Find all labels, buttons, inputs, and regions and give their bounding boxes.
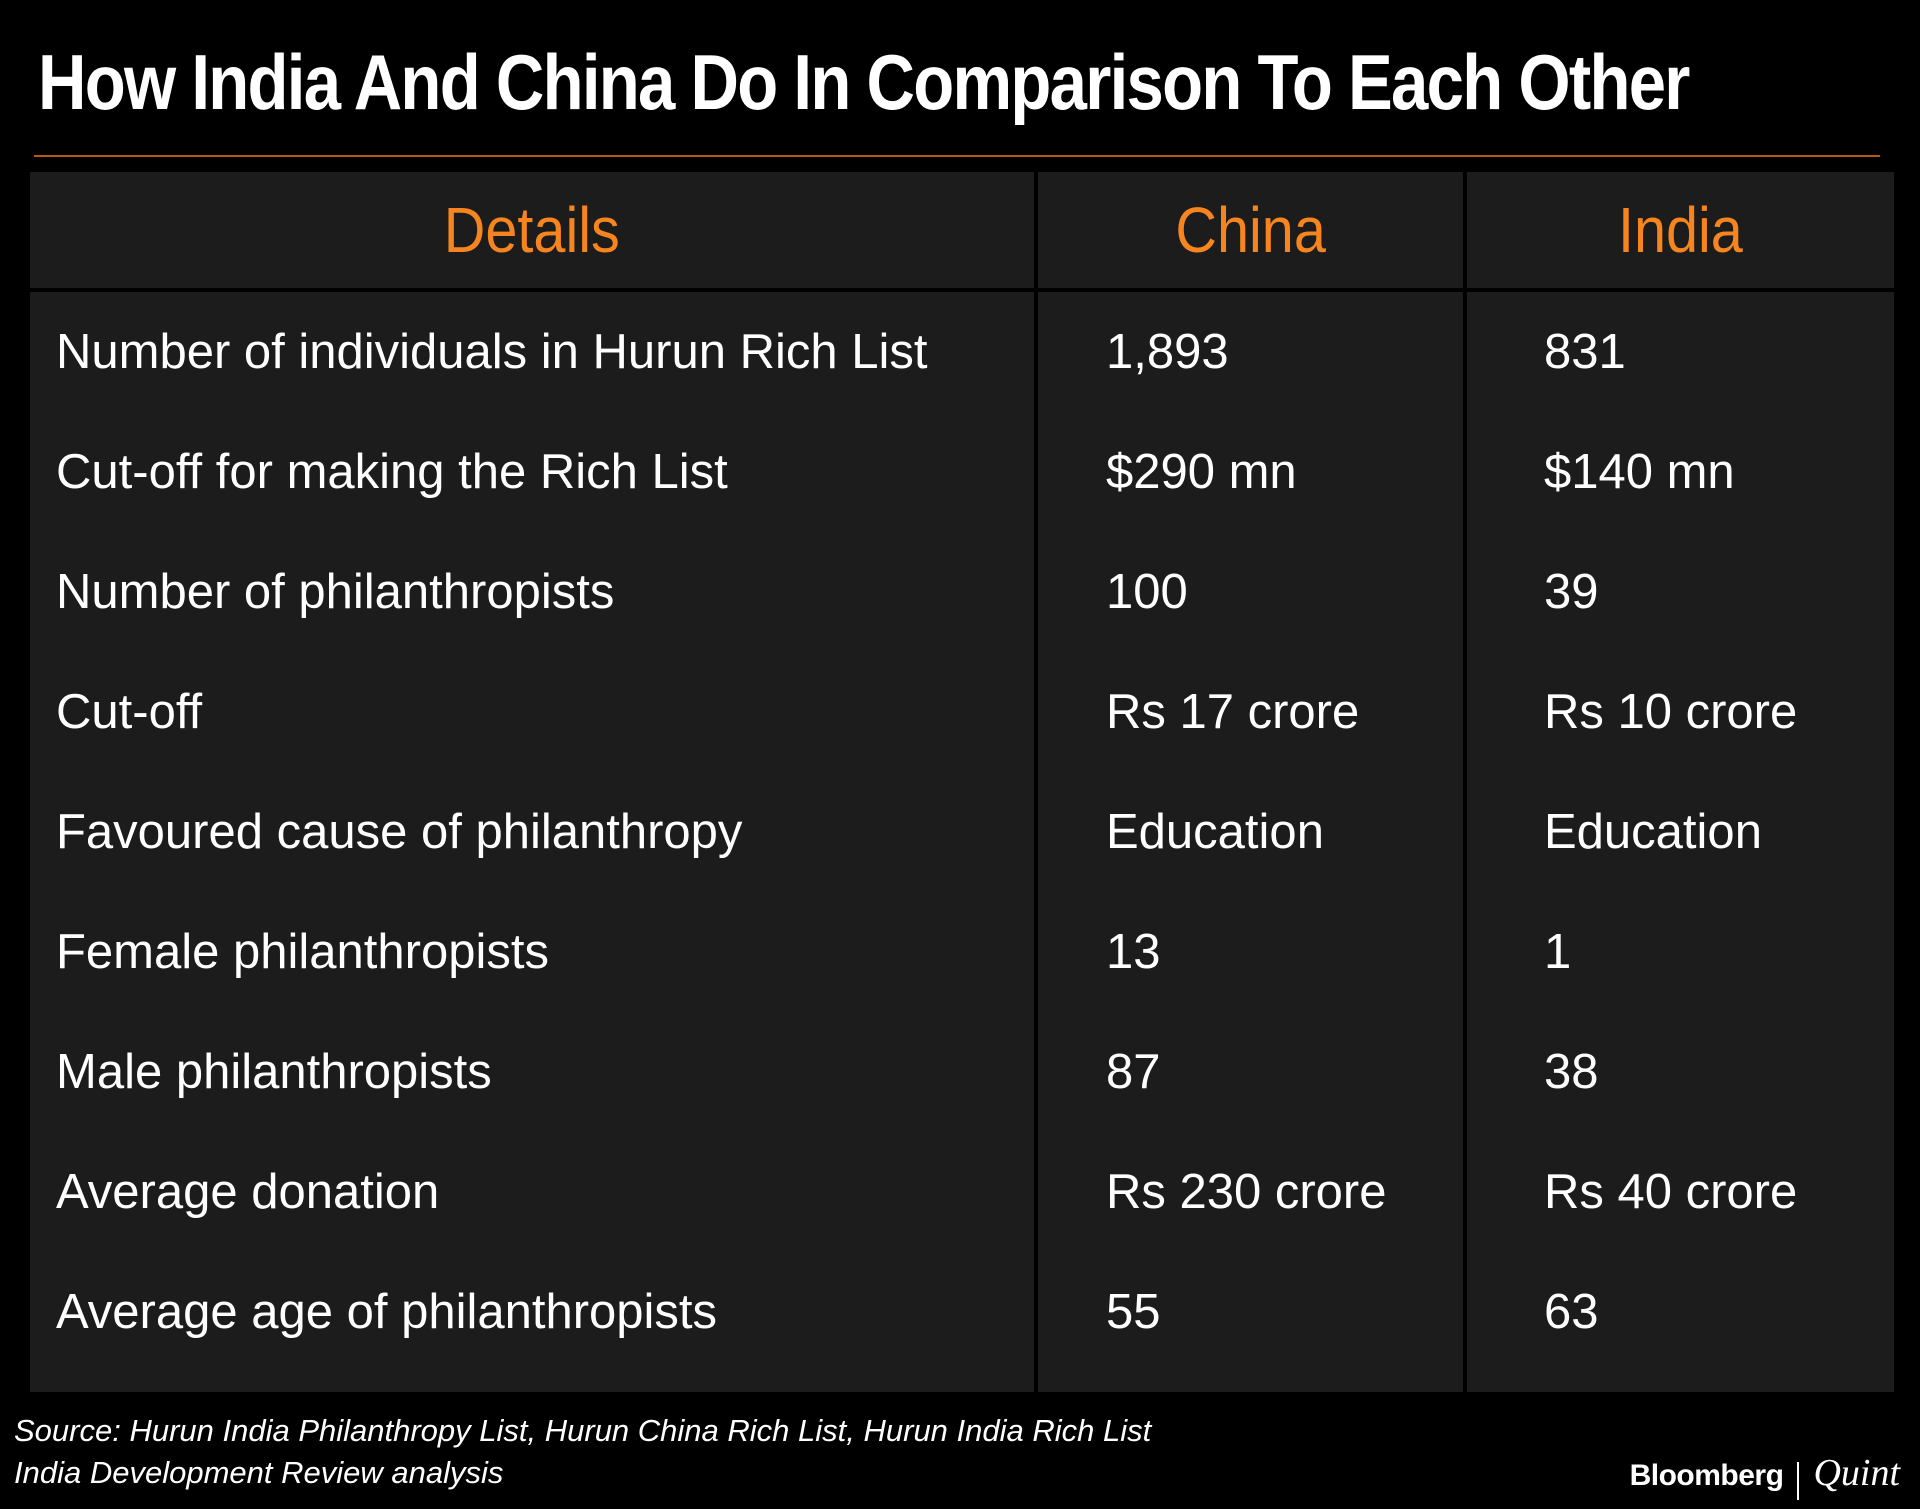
brand-separator <box>1797 1461 1800 1500</box>
brand-secondary: Quint <box>1813 1452 1900 1494</box>
cell-china: 1,893 <box>1106 325 1229 379</box>
cell-details: Cut-off for making the Rich List <box>56 445 728 499</box>
table-row: Female philanthropists 13 1 <box>30 892 1894 1012</box>
cell-india: 1 <box>1544 925 1572 979</box>
cell-china: 100 <box>1106 565 1188 619</box>
title-divider <box>34 155 1880 157</box>
column-header-china-label: China <box>1175 194 1326 266</box>
cell-details: Cut-off <box>56 685 203 739</box>
cell-china: Education <box>1106 805 1324 859</box>
table-row: Cut-off for making the Rich List $290 mn $… <box>30 412 1894 532</box>
table-row: Number of individuals in Hurun Rich List… <box>30 292 1894 412</box>
cell-china: Rs 230 crore <box>1106 1165 1387 1219</box>
source-line-1: Source: Hurun India Philanthropy List, H… <box>14 1413 1152 1448</box>
column-divider-1 <box>1034 172 1038 1392</box>
table-row: Cut-off Rs 17 crore Rs 10 crore <box>30 652 1894 772</box>
table-row: Number of philanthropists 100 39 <box>30 532 1894 652</box>
table-row: Favoured cause of philanthropy Education E… <box>30 772 1894 892</box>
cell-india: 39 <box>1544 565 1599 619</box>
brand-primary: Bloomberg <box>1629 1459 1784 1492</box>
column-header-details-label: Details <box>443 194 621 266</box>
cell-details: Number of philanthropists <box>56 565 615 619</box>
column-header-details: Details <box>30 172 1034 288</box>
cell-details: Favoured cause of philanthropy <box>56 805 743 859</box>
cell-details: Average age of philanthropists <box>56 1285 718 1339</box>
cell-details: Number of individuals in Hurun Rich List <box>56 325 928 379</box>
column-divider-2 <box>1463 172 1467 1392</box>
chart-title: How India And China Do In Comparison To … <box>38 38 1690 126</box>
cell-details: Average donation <box>56 1165 440 1219</box>
cell-china: Rs 17 crore <box>1106 685 1360 739</box>
table-row: Male philanthropists 87 38 <box>30 1012 1894 1132</box>
header-divider <box>30 288 1894 292</box>
table-row: Average donation Rs 230 crore Rs 40 crore <box>30 1132 1894 1252</box>
cell-india: 831 <box>1544 325 1626 379</box>
column-header-china: China <box>1038 172 1463 288</box>
source-line-2: India Development Review analysis <box>14 1455 504 1490</box>
cell-details: Female philanthropists <box>56 925 549 979</box>
cell-china: $290 mn <box>1106 445 1297 499</box>
cell-china: 55 <box>1106 1285 1161 1339</box>
column-header-india-label: India <box>1618 194 1743 266</box>
cell-india: Rs 40 crore <box>1544 1165 1798 1219</box>
column-header-india: India <box>1467 172 1894 288</box>
brand-logo: Bloomberg Quint <box>1629 1448 1900 1500</box>
source-note: Source: Hurun India Philanthropy List, H… <box>14 1410 1151 1494</box>
cell-india: Education <box>1544 805 1762 859</box>
cell-china: 87 <box>1106 1045 1161 1099</box>
table-row: Average age of philanthropists 55 63 <box>30 1252 1894 1372</box>
cell-india: Rs 10 crore <box>1544 685 1798 739</box>
cell-india: $140 mn <box>1544 445 1735 499</box>
cell-india: 38 <box>1544 1045 1599 1099</box>
cell-china: 13 <box>1106 925 1161 979</box>
cell-details: Male philanthropists <box>56 1045 492 1099</box>
cell-india: 63 <box>1544 1285 1599 1339</box>
comparison-table: Details China India Number of individual… <box>30 172 1894 1392</box>
